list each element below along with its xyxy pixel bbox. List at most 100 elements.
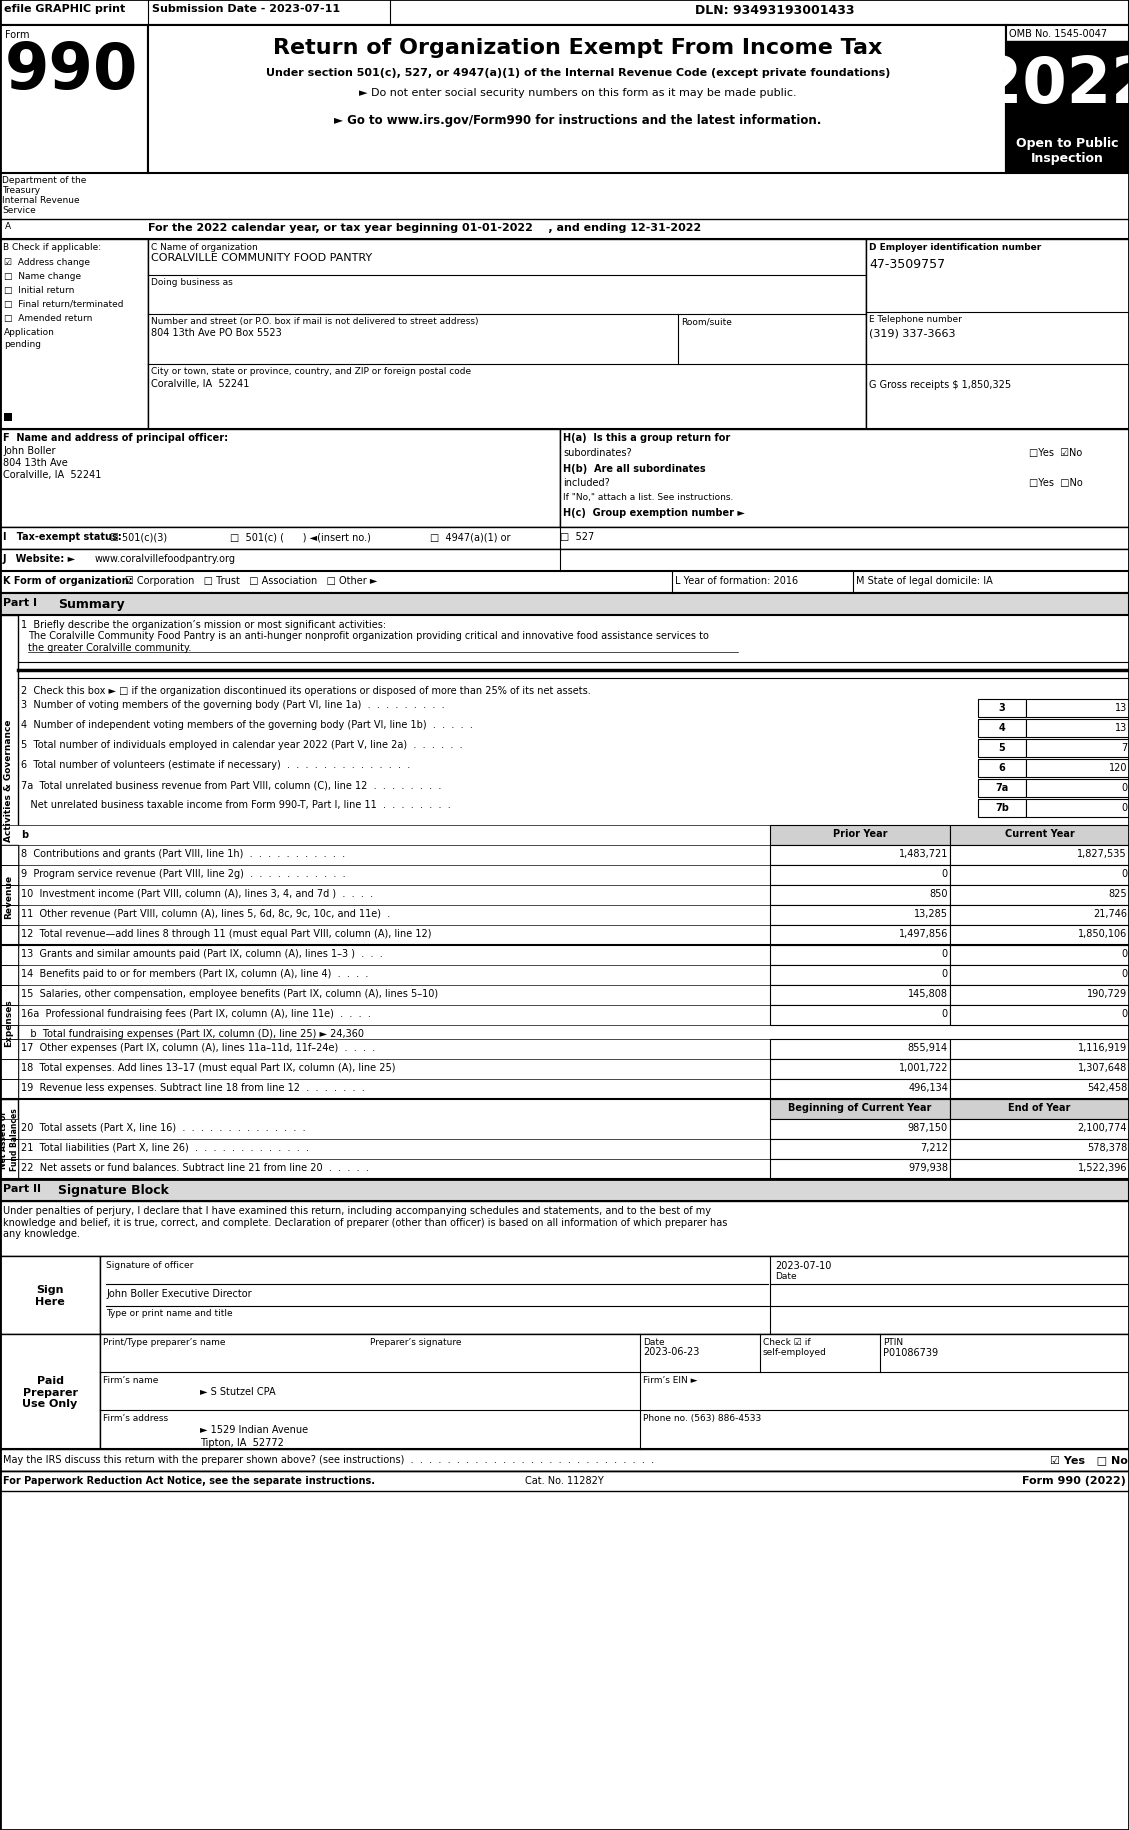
Text: ☑ 501(c)(3): ☑ 501(c)(3) [110,533,167,542]
Text: Room/suite: Room/suite [681,317,732,326]
Bar [949,1005,1129,1025]
Text: 0: 0 [942,1008,948,1019]
Text: □  Amended return: □ Amended return [5,313,93,322]
Text: For Paperwork Reduction Act Notice, see the separate instructions.: For Paperwork Reduction Act Notice, see … [3,1475,375,1486]
Text: 987,150: 987,150 [908,1122,948,1133]
Bar [0,1100,18,1179]
Bar [949,926,1129,946]
Text: b: b [21,829,28,840]
Text: F  Name and address of principal officer:: F Name and address of principal officer: [3,432,228,443]
Text: 2023-06-23: 2023-06-23 [644,1347,699,1356]
Bar [949,1160,1129,1179]
Text: Phone no. (563) 886-4533: Phone no. (563) 886-4533 [644,1413,761,1422]
Text: Print/Type preparer’s name: Print/Type preparer’s name [103,1338,226,1347]
Bar [770,1060,949,1080]
Bar [978,759,1026,778]
Text: 4  Number of independent voting members of the governing body (Part VI, line 1b): 4 Number of independent voting members o… [21,719,473,730]
Bar [949,906,1129,926]
Text: ► Go to www.irs.gov/Form990 for instructions and the latest information.: ► Go to www.irs.gov/Form990 for instruct… [334,113,822,126]
Text: 0: 0 [1121,948,1127,959]
Text: 2023-07-10: 2023-07-10 [774,1261,831,1270]
Bar [1026,739,1129,758]
Bar [770,1100,949,1120]
Bar [0,527,1129,549]
Text: ☑ Corporation   □ Trust   □ Association   □ Other ►: ☑ Corporation □ Trust □ Association □ Ot… [125,576,377,586]
Bar [949,966,1129,986]
Text: 8  Contributions and grants (Part VIII, line 1h)  .  .  .  .  .  .  .  .  .  .  : 8 Contributions and grants (Part VIII, l… [21,849,345,858]
Text: pending: pending [5,340,41,350]
Bar [148,240,866,430]
Bar [770,1140,949,1160]
Text: 9  Program service revenue (Part VIII, line 2g)  .  .  .  .  .  .  .  .  .  .  .: 9 Program service revenue (Part VIII, li… [21,869,345,878]
Bar [949,1080,1129,1100]
Bar [978,780,1026,798]
Text: 1,827,535: 1,827,535 [1077,849,1127,858]
Bar [0,1449,1129,1471]
Text: 0: 0 [1121,869,1127,878]
Bar [1006,128,1129,174]
Text: 1,497,856: 1,497,856 [899,928,948,939]
Bar [1026,719,1129,737]
Bar [0,571,1129,593]
Text: Form: Form [5,29,29,40]
Bar [770,946,949,966]
Text: 7a: 7a [996,783,1008,792]
Text: 2,100,774: 2,100,774 [1077,1122,1127,1133]
Text: b  Total fundraising expenses (Part IX, column (D), line 25) ► 24,360: b Total fundraising expenses (Part IX, c… [21,1028,364,1038]
Text: □  Final return/terminated: □ Final return/terminated [5,300,123,309]
Bar [0,1471,1129,1491]
Bar [0,26,148,174]
Text: City or town, state or province, country, and ZIP or foreign postal code: City or town, state or province, country… [151,366,471,375]
Text: 6  Total number of volunteers (estimate if necessary)  .  .  .  .  .  .  .  .  .: 6 Total number of volunteers (estimate i… [21,759,410,770]
Text: 1,307,648: 1,307,648 [1078,1063,1127,1072]
Bar [770,845,949,866]
Text: H(b)  Are all subordinates: H(b) Are all subordinates [563,463,706,474]
Text: 7,212: 7,212 [920,1142,948,1153]
Text: 1,522,396: 1,522,396 [1077,1162,1127,1173]
Bar [0,220,1129,240]
Text: 1,850,106: 1,850,106 [1078,928,1127,939]
Text: Net Assets or
Fund Balances: Net Assets or Fund Balances [0,1107,19,1171]
Bar [978,739,1026,758]
Text: H(c)  Group exemption number ►: H(c) Group exemption number ► [563,507,745,518]
Bar [0,946,18,1100]
Text: Type or print name and title: Type or print name and title [106,1308,233,1318]
Text: 990: 990 [5,40,139,102]
Bar [0,1120,18,1140]
Text: 13: 13 [1114,703,1127,712]
Text: 542,458: 542,458 [1087,1082,1127,1093]
Text: M State of legal domicile: IA: M State of legal domicile: IA [856,576,992,586]
Bar [770,825,949,845]
Text: Cat. No. 11282Y: Cat. No. 11282Y [525,1475,603,1486]
Text: J   Website: ►: J Website: ► [3,554,76,564]
Bar [0,240,148,430]
Bar [949,1039,1129,1060]
Bar [0,1039,18,1060]
Text: Doing business as: Doing business as [151,278,233,287]
Text: 190,729: 190,729 [1087,988,1127,999]
Text: 7: 7 [1121,743,1127,752]
Bar [0,1140,18,1160]
Text: Expenses: Expenses [5,999,14,1047]
Bar [770,966,949,986]
Text: 10  Investment income (Part VIII, column (A), lines 3, 4, and 7d )  .  .  .  .: 10 Investment income (Part VIII, column … [21,889,373,899]
Bar [866,240,1129,430]
Text: 16a  Professional fundraising fees (Part IX, column (A), line 11e)  .  .  .  .: 16a Professional fundraising fees (Part … [21,1008,370,1019]
Text: (319) 337-3663: (319) 337-3663 [869,328,955,339]
Bar [770,1080,949,1100]
Text: Sign
Here: Sign Here [35,1285,64,1307]
Bar [0,986,18,1005]
Text: Prior Year: Prior Year [833,829,887,838]
Text: The Coralville Community Food Pantry is an anti-hunger nonprofit organization pr: The Coralville Community Food Pantry is … [28,631,709,640]
Bar [0,593,1129,615]
Text: 1  Briefly describe the organization’s mission or most significant activities:: 1 Briefly describe the organization’s mi… [21,620,386,630]
Text: 5: 5 [999,743,1006,752]
Text: Return of Organization Exempt From Income Tax: Return of Organization Exempt From Incom… [273,38,883,59]
Text: 0: 0 [942,869,948,878]
Text: 6: 6 [999,763,1006,772]
Text: 19  Revenue less expenses. Subtract line 18 from line 12  .  .  .  .  .  .  .: 19 Revenue less expenses. Subtract line … [21,1082,365,1093]
Text: 578,378: 578,378 [1087,1142,1127,1153]
Text: 496,134: 496,134 [908,1082,948,1093]
Text: subordinates?: subordinates? [563,448,631,458]
Bar [0,615,18,946]
